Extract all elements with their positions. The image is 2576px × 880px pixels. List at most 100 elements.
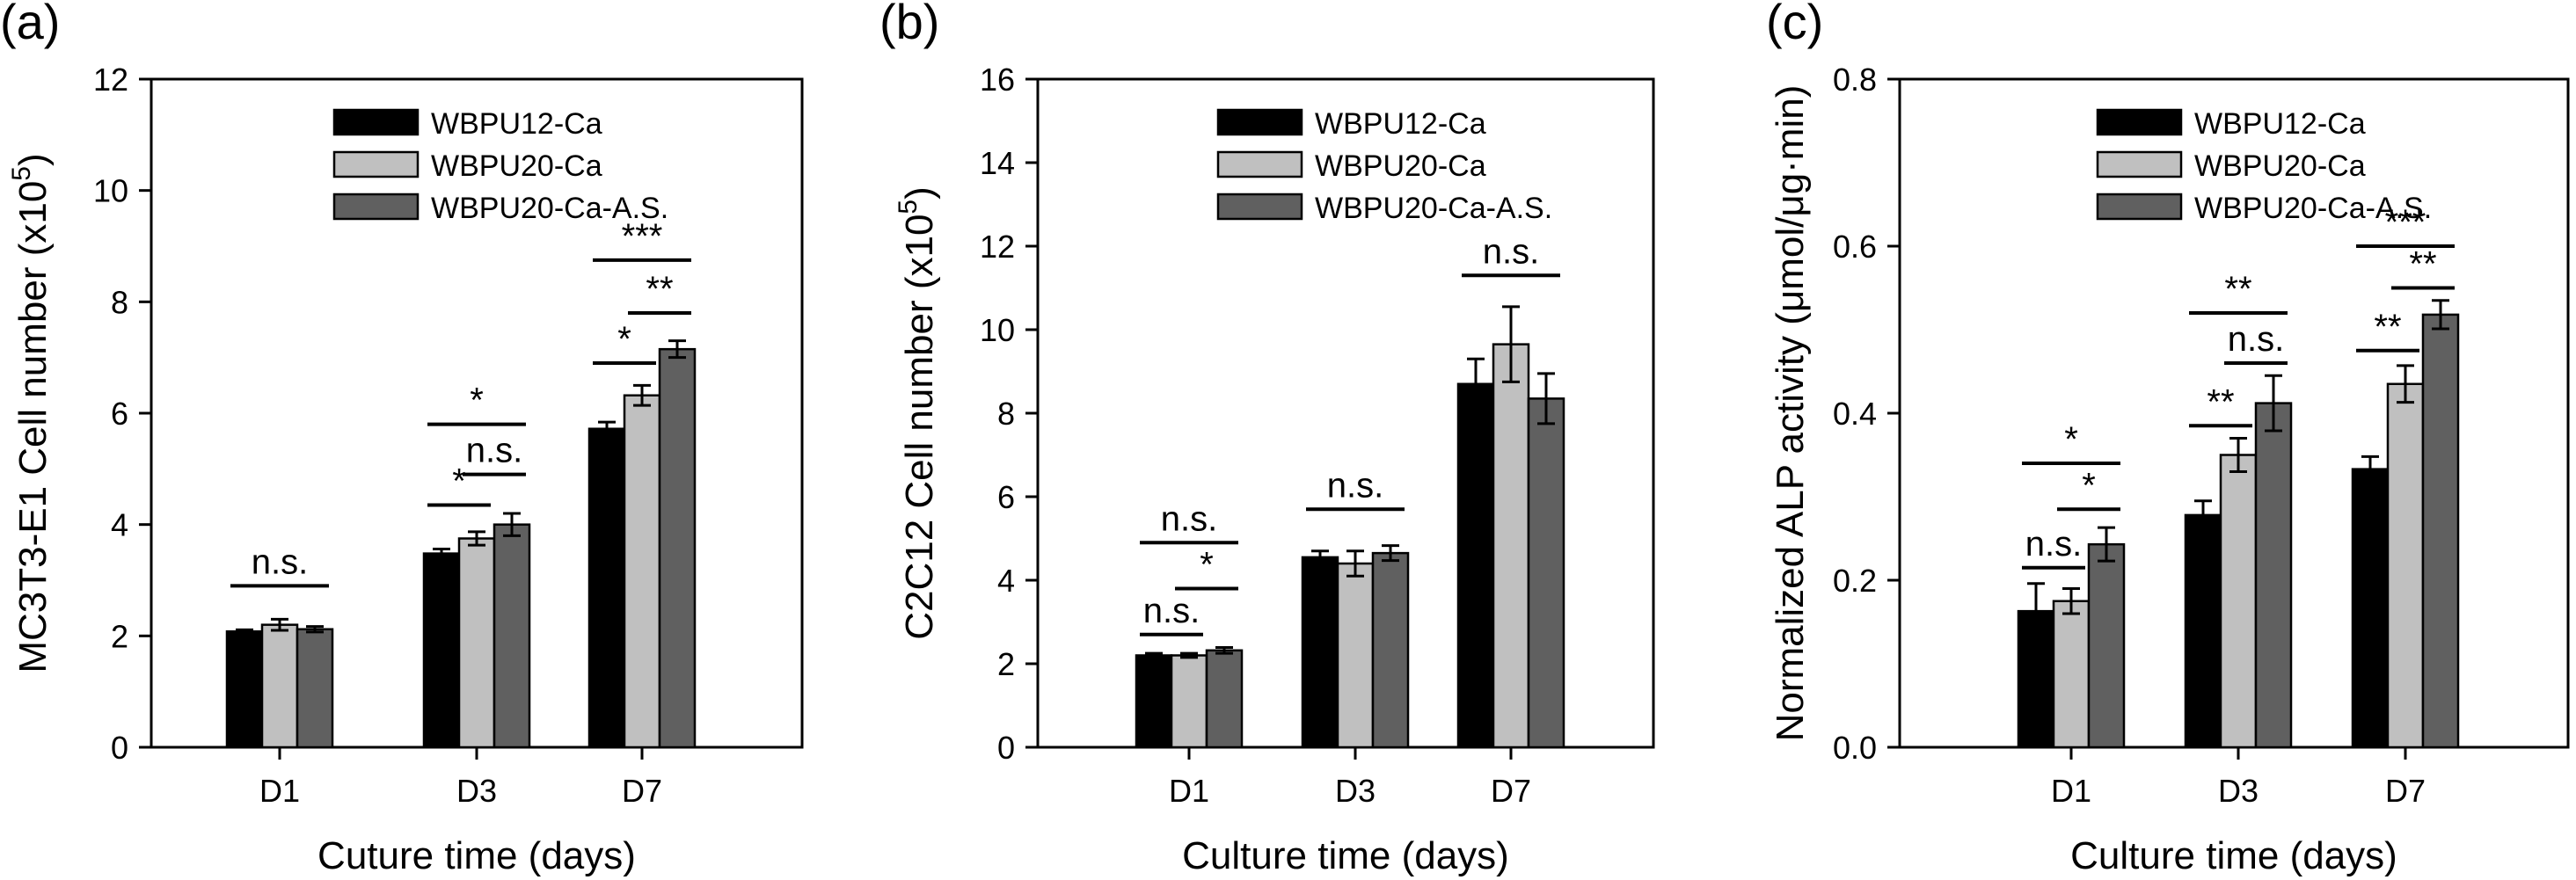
y-axis-title: C2C12 Cell number (x105) [894, 186, 941, 640]
y-tick-label: 0 [111, 730, 128, 766]
significance-label: n.s. [2228, 320, 2284, 359]
x-tick-label: D7 [622, 773, 662, 809]
significance-label: ** [2224, 270, 2251, 309]
legend-swatch [1216, 108, 1303, 136]
x-tick-label: D3 [1335, 773, 1376, 809]
bar [225, 630, 264, 749]
bar [1301, 556, 1339, 749]
significance-label: *** [622, 217, 663, 256]
legend-swatch [2096, 108, 2183, 136]
significance-label: ** [2207, 382, 2234, 421]
significance-label: * [2064, 420, 2078, 459]
bar [2219, 454, 2258, 749]
y-tick-label: 10 [93, 173, 128, 209]
y-tick-label: 16 [980, 62, 1015, 98]
x-axis-title: Cuture time (days) [317, 834, 636, 877]
significance-label: n.s. [1327, 466, 1383, 505]
significance-label: *** [2385, 203, 2426, 242]
y-tick-label: 14 [980, 145, 1015, 181]
significance-label: ** [646, 270, 673, 309]
x-tick-label: D3 [2218, 773, 2259, 809]
legend-label: WBPU20-Ca-A.S. [1315, 192, 1552, 225]
y-tick-label: 8 [111, 284, 128, 320]
bar [658, 347, 697, 749]
significance-label: * [1200, 546, 1214, 585]
bar [1336, 562, 1375, 749]
significance-label: ** [2409, 245, 2436, 284]
bar [2052, 600, 2091, 749]
panel-2: (b) 0 2 4 6 8 10 12 14 16 D1 D3 D7 Culture time (days… [879, 0, 1655, 877]
panel-letter: (b) [879, 0, 939, 49]
x-tick-label: D7 [2385, 773, 2426, 809]
y-tick-label: 6 [997, 479, 1015, 515]
legend-swatch [2096, 193, 2183, 221]
y-axis-title: MC3T3-E1 Cell number (x105) [7, 153, 55, 673]
y-tick-label: 8 [997, 396, 1015, 432]
significance-label: n.s. [1143, 592, 1200, 630]
y-tick-label: 0 [997, 730, 1015, 766]
bar [2087, 542, 2126, 749]
panel-3: (c) 0.0 0.2 0.4 0.6 0.8 D1 D3 D7 Culture time (da… [1766, 0, 2570, 877]
x-axis-title: Culture time (days) [2070, 834, 2397, 877]
significance-label: n.s. [1483, 232, 1539, 271]
y-tick-label: 4 [111, 507, 128, 543]
legend-label: WBPU20-Ca [1315, 149, 1486, 183]
y-tick-label: 0.2 [1833, 563, 1877, 599]
y-tick-label: 6 [111, 396, 128, 432]
legend-label: WBPU20-Ca-A.S. [2194, 192, 2432, 225]
bar [1170, 654, 1208, 749]
significance-label: ** [2374, 308, 2401, 346]
bar [2351, 468, 2390, 749]
x-tick-label: D1 [1169, 773, 1209, 809]
legend-label: WBPU20-Ca [2194, 149, 2366, 183]
significance-label: n.s. [2025, 525, 2082, 564]
bar [1371, 551, 1410, 749]
x-axis-title: Culture time (days) [1182, 834, 1509, 877]
x-tick-label: D7 [1491, 773, 1531, 809]
bar [2421, 313, 2460, 749]
y-tick-label: 2 [111, 618, 128, 654]
legend-label: WBPU12-Ca [1315, 107, 1486, 141]
legend-label: WBPU20-Ca [431, 149, 602, 183]
bar [1205, 649, 1244, 749]
bar [493, 523, 531, 749]
legend-swatch [1216, 150, 1303, 178]
bar [587, 427, 626, 749]
panel-1: (a) 0 2 4 6 8 10 12 D1 D3 D7 Cuture time (days) MC3T… [0, 0, 804, 877]
y-tick-label: 4 [997, 563, 1015, 599]
y-tick-label: 12 [93, 62, 128, 98]
legend-swatch [1216, 193, 1303, 221]
bar [422, 552, 461, 749]
y-tick-label: 0.4 [1833, 396, 1877, 432]
legend-swatch [332, 108, 420, 136]
bar [1135, 654, 1173, 749]
legend-label: WBPU20-Ca-A.S. [431, 192, 668, 225]
x-tick-label: D1 [259, 773, 300, 809]
legend-label: WBPU12-Ca [431, 107, 602, 141]
significance-label: n.s. [1161, 499, 1217, 538]
bar [296, 628, 334, 749]
y-tick-label: 0.6 [1833, 229, 1877, 265]
y-axis-title: Normalized ALP activity (μmol/μg·min) [1769, 85, 1812, 742]
legend-swatch [2096, 150, 2183, 178]
significance-label: * [2082, 466, 2096, 505]
y-tick-label: 2 [997, 646, 1015, 682]
bar [1492, 343, 1530, 749]
bar [2254, 402, 2293, 749]
bar [1527, 397, 1565, 749]
bar [623, 394, 661, 749]
bar [2386, 382, 2425, 749]
bar [2184, 513, 2222, 749]
bar [1456, 382, 1495, 749]
significance-label: * [452, 462, 466, 501]
y-tick-label: 0.8 [1833, 62, 1877, 98]
x-tick-label: D1 [2051, 773, 2091, 809]
y-tick-label: 10 [980, 312, 1015, 348]
legend-swatch [332, 150, 420, 178]
significance-label: n.s. [466, 432, 522, 470]
legend-swatch [332, 193, 420, 221]
legend-label: WBPU12-Ca [2194, 107, 2366, 141]
significance-label: * [617, 320, 631, 359]
bar [457, 537, 496, 749]
